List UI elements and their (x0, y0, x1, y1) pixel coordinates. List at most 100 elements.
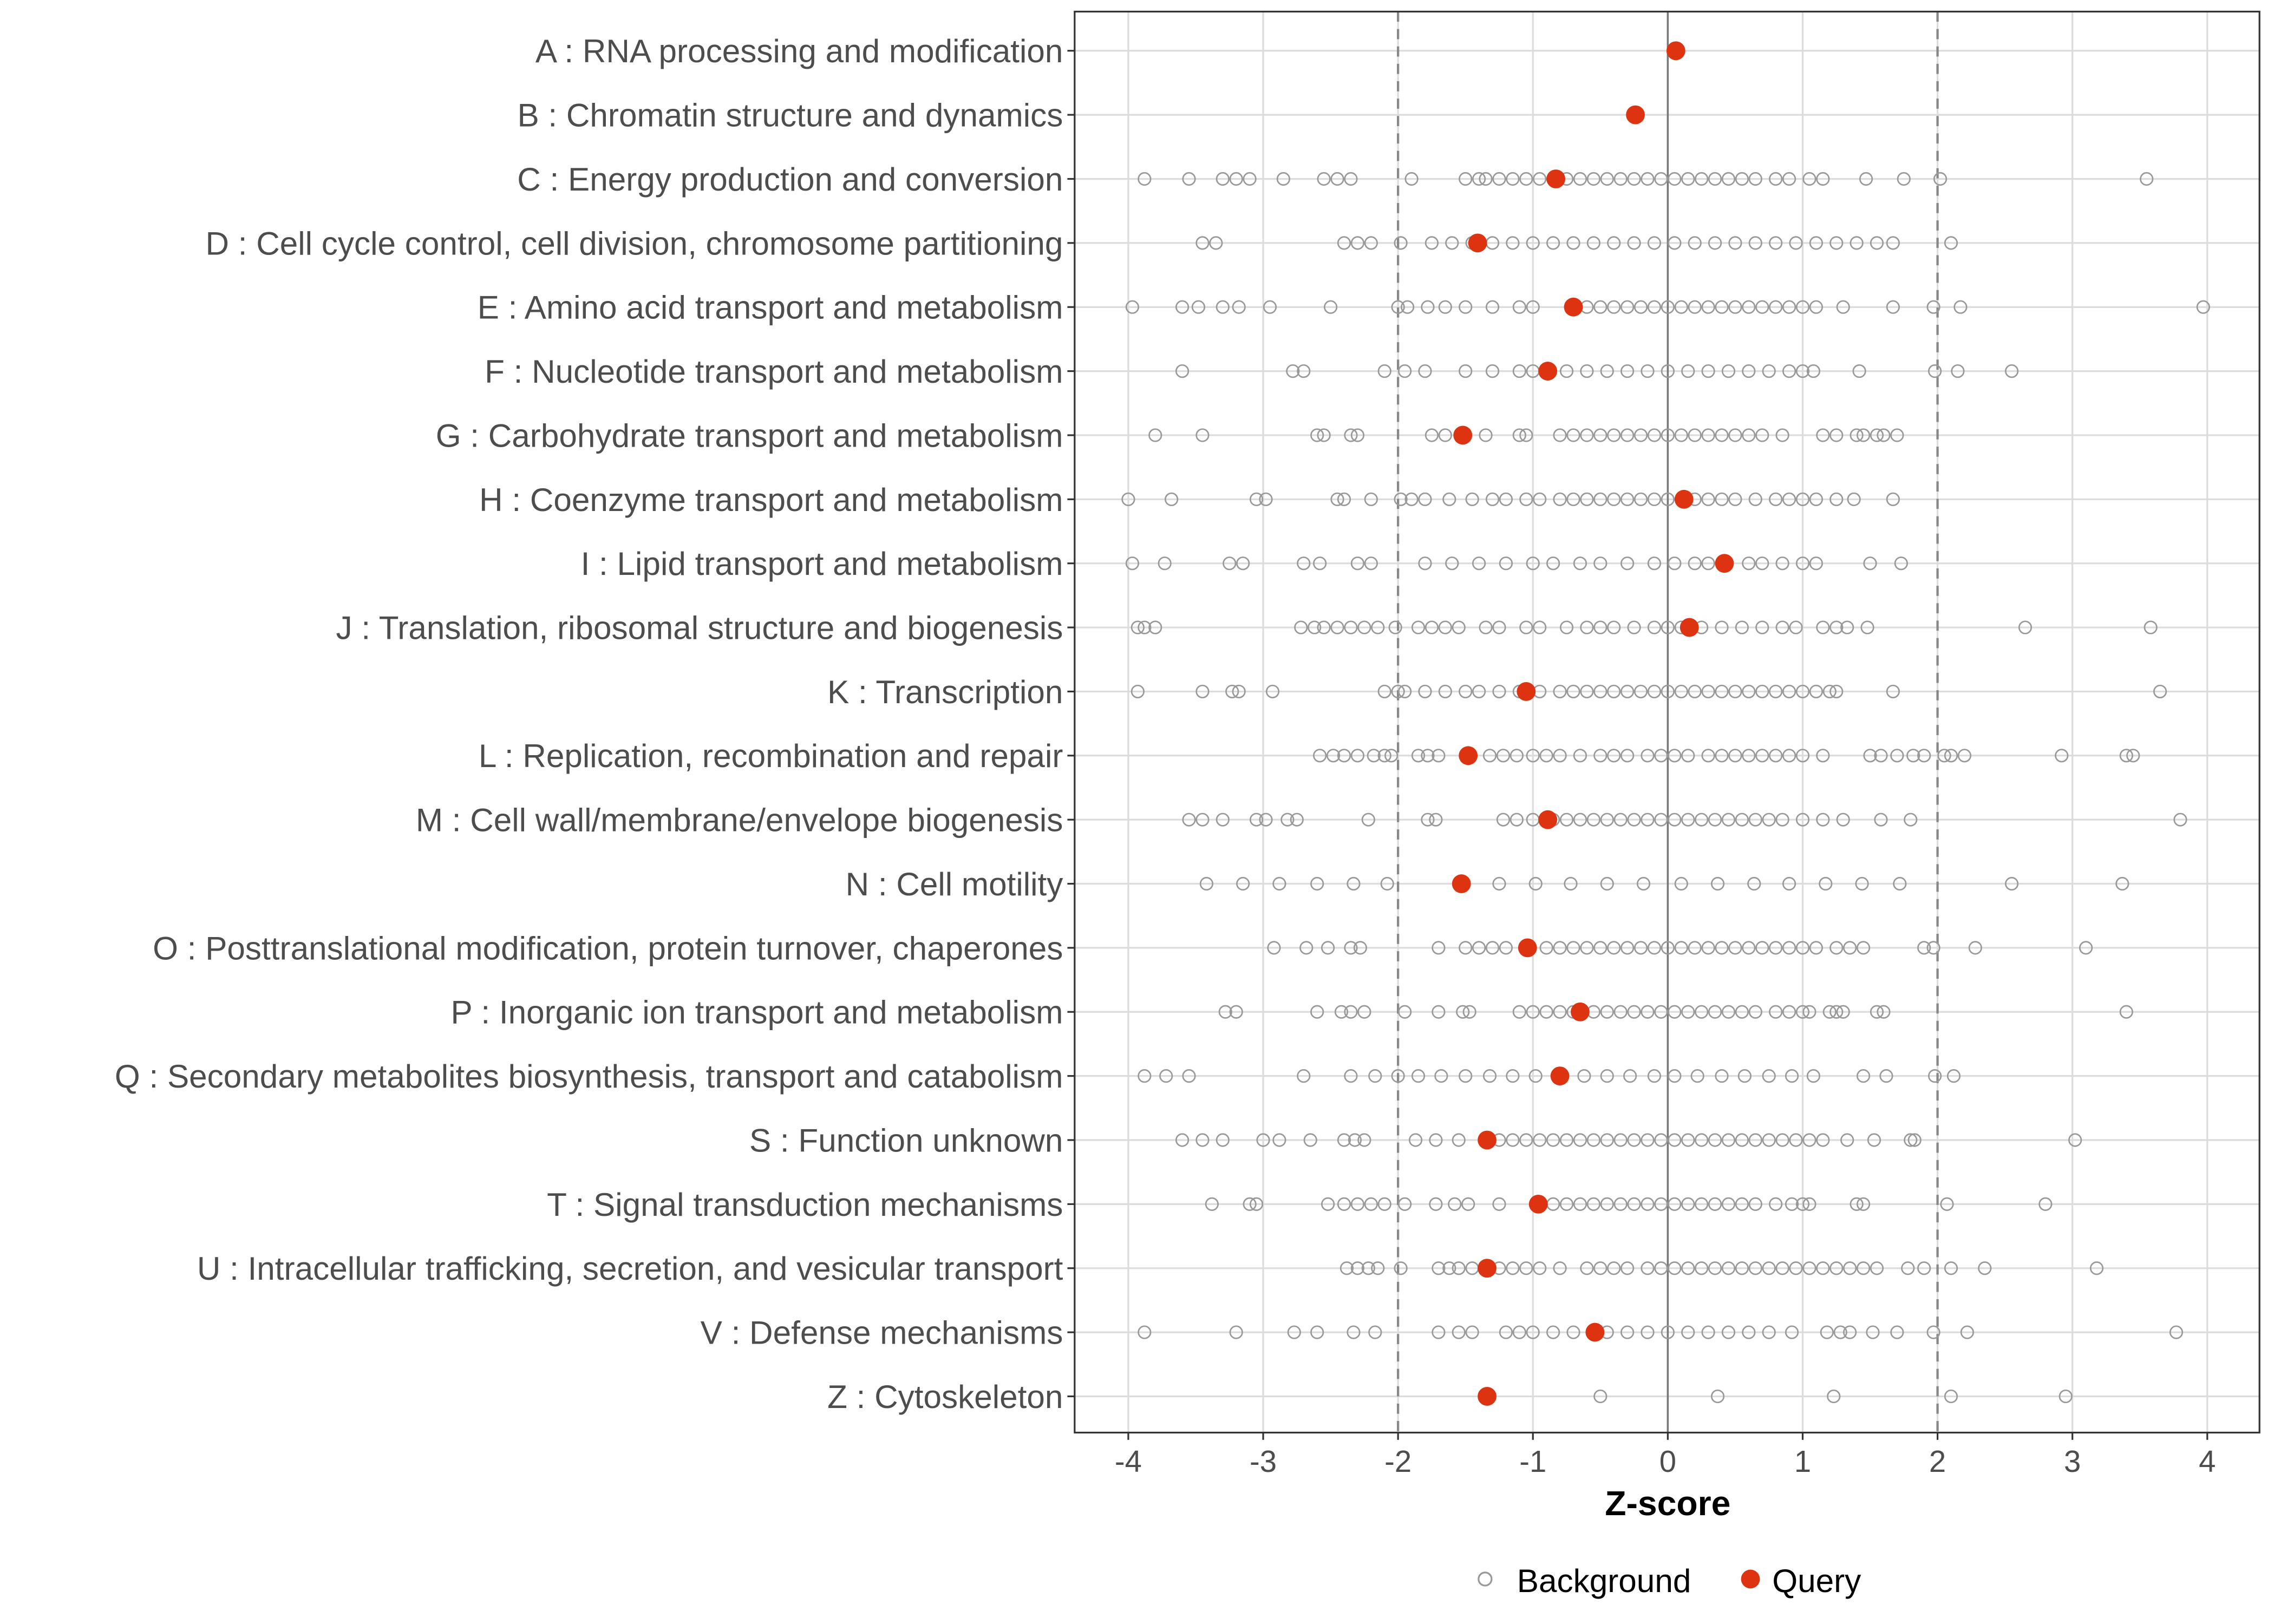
background-point (1782, 1005, 1796, 1019)
category-labels: A : RNA processing and modification B : C… (115, 32, 1075, 1415)
x-tick-label: 3 (2064, 1444, 2081, 1478)
background-point (1216, 1133, 1230, 1147)
query-point (1550, 1066, 1570, 1086)
background-point (1960, 1325, 1974, 1339)
background-point (1182, 1069, 1196, 1083)
background-point (1573, 172, 1587, 186)
background-point (1448, 1197, 1462, 1211)
background-point (1668, 1005, 1682, 1019)
background-point (1566, 684, 1580, 699)
background-point (1492, 620, 1506, 634)
background-point (1308, 620, 1322, 634)
background-point (1708, 1261, 1722, 1275)
background-point (1191, 300, 1206, 314)
background-point (1855, 876, 1869, 891)
background-point (1688, 684, 1702, 699)
background-point (1647, 684, 1662, 699)
background-point (1785, 1069, 1799, 1083)
background-point (1452, 620, 1466, 634)
background-point (1769, 492, 1783, 506)
query-point (1468, 233, 1487, 253)
background-point (1580, 1261, 1594, 1275)
background-point (1263, 300, 1277, 314)
background-point (1566, 492, 1580, 506)
background-point (1627, 1005, 1641, 1019)
background-point (1735, 1133, 1749, 1147)
background-point (1506, 1133, 1520, 1147)
background-point (1573, 1197, 1587, 1211)
background-point (1715, 620, 1729, 634)
background-point (1647, 941, 1662, 955)
background-point (1408, 1133, 1423, 1147)
background-point (1715, 1069, 1729, 1083)
background-point (1641, 1005, 1655, 1019)
background-point (2068, 1133, 2082, 1147)
background-point (1755, 300, 1769, 314)
background-point (2089, 1261, 2104, 1275)
background-point (1398, 1197, 1412, 1211)
background-point (1553, 749, 1567, 763)
background-point (1647, 428, 1662, 442)
legend-query-marker (1741, 1569, 1760, 1589)
background-point (1633, 492, 1648, 506)
background-point (1937, 749, 1951, 763)
background-point (1735, 1261, 1749, 1275)
background-point (1148, 428, 1162, 442)
background-point (1829, 428, 1844, 442)
background-point (1546, 556, 1560, 571)
background-point (1159, 1069, 1173, 1083)
background-point (2119, 1005, 2133, 1019)
background-point (1613, 813, 1628, 827)
background-point (1368, 1325, 1382, 1339)
background-point (1272, 876, 1286, 891)
background-point (1633, 428, 1648, 442)
background-point (1688, 556, 1702, 571)
background-point (1795, 1005, 1810, 1019)
background-point (1593, 941, 1608, 955)
background-point (1681, 1261, 1695, 1275)
background-point (1690, 1069, 1704, 1083)
background-point (1432, 1325, 1446, 1339)
background-point (1721, 813, 1736, 827)
background-point (1429, 1197, 1443, 1211)
background-point (1856, 428, 1871, 442)
background-point (1654, 1005, 1668, 1019)
background-point (1485, 300, 1500, 314)
background-point (1519, 428, 1533, 442)
query-point (1453, 425, 1473, 445)
background-point (1809, 236, 1823, 250)
legend-background-label: Background (1517, 1562, 1691, 1599)
background-point (1317, 620, 1331, 634)
background-point (1775, 428, 1789, 442)
background-point (1559, 1133, 1574, 1147)
background-point (1607, 620, 1621, 634)
background-point (1748, 1261, 1762, 1275)
background-point (1434, 1069, 1448, 1083)
category-label: P : Inorganic ion transport and metaboli… (451, 994, 1063, 1031)
background-point (2153, 684, 2167, 699)
background-point (1661, 1325, 1675, 1339)
background-point (1789, 1261, 1803, 1275)
background-point (1199, 876, 1213, 891)
background-point (1526, 749, 1540, 763)
query-point (1478, 1130, 1497, 1150)
background-point (1795, 749, 1810, 763)
background-point (2144, 620, 2158, 634)
background-point (1580, 428, 1594, 442)
query-point (1478, 1259, 1497, 1278)
background-point (1357, 1133, 1371, 1147)
legend-query-label: Query (1772, 1562, 1861, 1599)
background-point (1510, 813, 1524, 827)
background-point (1479, 428, 1493, 442)
background-point (1917, 941, 1931, 955)
background-point (1870, 1005, 1884, 1019)
background-point (1479, 620, 1493, 634)
background-point (1795, 813, 1810, 827)
background-point (1769, 941, 1783, 955)
background-point (1344, 1005, 1358, 1019)
background-point (1510, 749, 1524, 763)
background-point (1735, 1005, 1749, 1019)
background-point (1701, 428, 1715, 442)
background-point (1249, 492, 1264, 506)
background-point (1232, 684, 1246, 699)
